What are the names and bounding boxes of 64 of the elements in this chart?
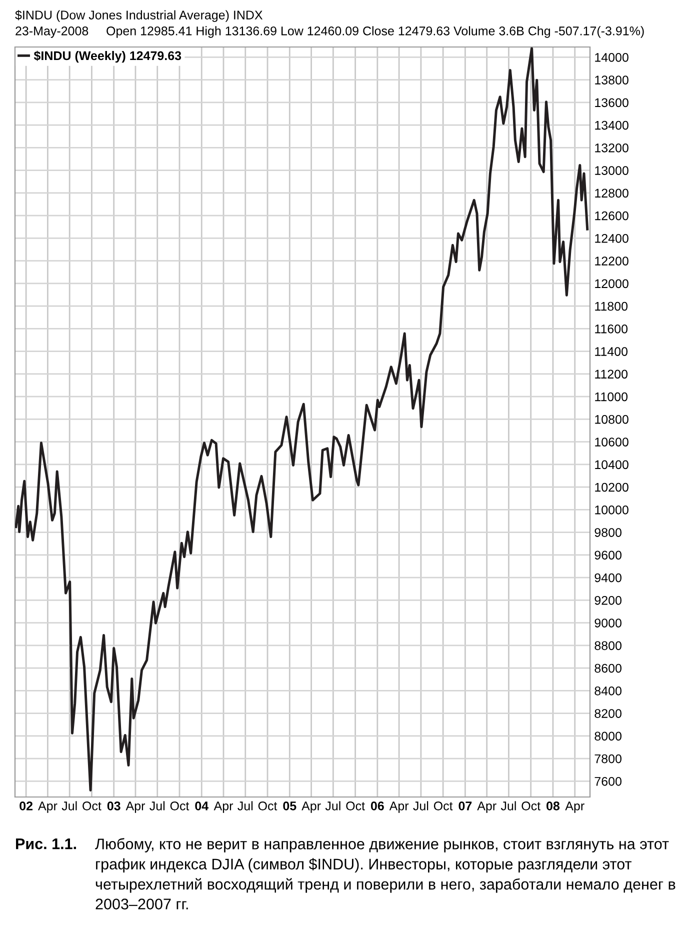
- y-tick-label: 8600: [594, 664, 622, 673]
- text: Рис. 1.1.: [16, 838, 76, 850]
- x-tick-label: Apr: [477, 802, 496, 813]
- y-tick-label: 10000: [595, 505, 628, 514]
- y-tick-label: 8000: [594, 732, 622, 741]
- x-tick-label: Jul: [325, 801, 340, 810]
- chart-title: $INDU (Dow Jones Industrial Average) INDX: [15, 10, 263, 22]
- y-tick-label: 11600: [595, 324, 628, 334]
- x-tick-label: 06: [370, 801, 384, 810]
- y-tick-label: 7800: [594, 754, 622, 764]
- y-tick-label: 9400: [594, 573, 622, 582]
- y-tick-label: 13600: [595, 98, 628, 108]
- y-tick-label: 10400: [595, 460, 628, 470]
- y-tick-label: 10200: [595, 482, 628, 492]
- chart-subtitle: 23-May-2008 Open 12985.41 High 13136.69 Low 12460.09 Close 12479.63 Volume 3.6B Chg -507.17(-3.91%): [16, 26, 644, 38]
- x-tick-label: Jul: [500, 801, 516, 810]
- y-tick-label: 12000: [595, 279, 628, 288]
- x-tick-label: Oct: [522, 801, 540, 810]
- y-tick-label: 7600: [594, 776, 622, 786]
- y-tick-label: 9000: [594, 618, 622, 628]
- x-tick-label: Apr: [214, 802, 234, 813]
- y-tick-label: 10600: [595, 438, 628, 446]
- y-tick-label: 9200: [594, 596, 622, 605]
- y-tick-label: 12200: [595, 256, 628, 266]
- y-tick-label: 14000: [595, 52, 628, 62]
- x-tick-label: Oct: [346, 801, 365, 810]
- y-tick-label: 13000: [595, 166, 628, 175]
- y-tick-label: 11800: [595, 302, 628, 311]
- y-tick-label: 8800: [594, 641, 622, 650]
- x-tick-label: Apr: [302, 802, 321, 813]
- y-tick-label: 13800: [595, 76, 628, 84]
- x-tick-label: Oct: [82, 801, 102, 810]
- y-tick-label: 12400: [595, 234, 628, 243]
- x-tick-label: Oct: [434, 801, 453, 810]
- y-tick-label: 8400: [594, 686, 622, 696]
- y-tick-label: 11000: [595, 392, 628, 402]
- x-tick-label: 08: [546, 801, 560, 810]
- y-tick-label: 13400: [595, 120, 628, 130]
- y-tick-label: 11200: [595, 370, 628, 379]
- x-tick-label: Apr: [38, 802, 58, 813]
- x-tick-label: Apr: [565, 802, 584, 813]
- y-tick-label: 9600: [594, 550, 622, 560]
- x-tick-label: 05: [283, 801, 296, 810]
- y-tick-label: 9800: [594, 528, 622, 537]
- x-tick-label: Oct: [170, 801, 190, 810]
- x-tick-label: Oct: [258, 801, 278, 810]
- x-tick-label: Jul: [238, 801, 253, 810]
- x-tick-label: Jul: [150, 801, 165, 810]
- x-tick-label: Apr: [389, 802, 409, 813]
- x-tick-label: 02: [20, 801, 33, 810]
- x-tick-label: 07: [458, 801, 472, 810]
- y-tick-label: 11400: [595, 347, 628, 356]
- x-tick-label: 03: [107, 801, 120, 810]
- y-tick-label: 10800: [595, 414, 628, 424]
- y-tick-label: 12800: [595, 188, 628, 198]
- x-tick-label: 04: [195, 801, 208, 810]
- x-tick-label: Jul: [413, 801, 428, 810]
- legend-label: $INDU (Weekly) 12479.63: [34, 50, 182, 63]
- x-tick-label: Jul: [62, 801, 77, 810]
- text: Любому, кто не верит в направленное движение рынков, стоит взглянуть на этот график индекса DJIA (символ $INDU). Инвесторы, которые разглядели этот четырехлетний восходящий тренд и поверили в него, заработали немало денег в 2003–2007 гг.: [95, 838, 676, 910]
- x-tick-label: Apr: [126, 802, 145, 813]
- y-tick-label: 13200: [595, 143, 628, 152]
- y-tick-label: 12600: [595, 211, 628, 220]
- y-tick-label: 8200: [594, 709, 622, 718]
